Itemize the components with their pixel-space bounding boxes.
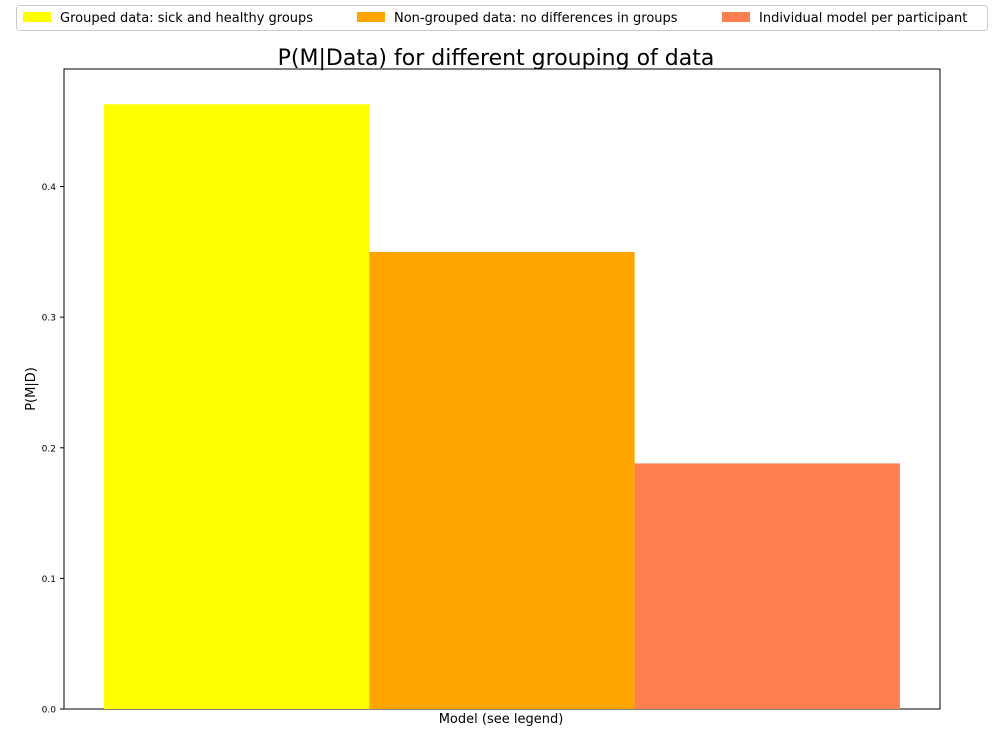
y-tick-label: 0.2 [42, 444, 56, 454]
legend-label: Non-grouped data: no differences in grou… [394, 11, 678, 26]
chart-title: P(M|Data) for different grouping of data [278, 46, 715, 71]
legend: Grouped data: sick and healthy groups Non… [16, 5, 988, 31]
y-tick-label: 0.3 [42, 314, 56, 324]
y-axis: 0.0 0.1 0.2 0.3 0.4 [42, 183, 64, 716]
legend-swatch [722, 12, 750, 22]
y-tick-label: 0.0 [42, 706, 57, 716]
bar-2 [369, 251, 635, 709]
legend-swatch [23, 12, 51, 22]
bar-1 [104, 104, 370, 710]
legend-frame [16, 5, 988, 31]
y-tick-label: 0.1 [42, 575, 56, 585]
y-axis-label: P(M|D) [24, 367, 39, 411]
y-tick-label: 0.4 [42, 183, 57, 193]
legend-label: Grouped data: sick and healthy groups [60, 11, 313, 26]
x-axis-label: Model (see legend) [439, 712, 564, 727]
legend-label: Individual model per participant [759, 11, 967, 26]
legend-swatch [357, 12, 385, 22]
bars [104, 104, 900, 710]
bar-3 [634, 463, 900, 709]
